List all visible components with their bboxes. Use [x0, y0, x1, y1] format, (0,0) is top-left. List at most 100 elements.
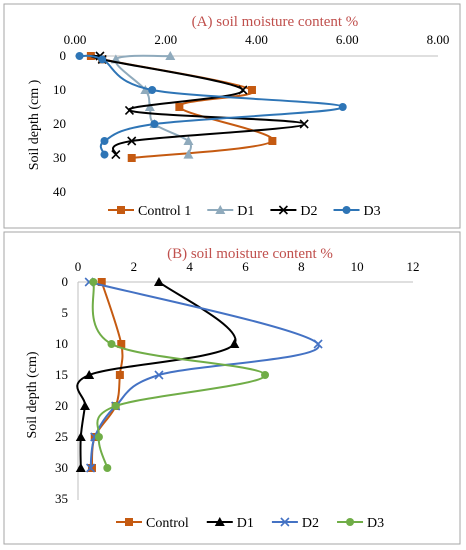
- b-legend-label: D2: [302, 516, 319, 531]
- panel-b-series: [75, 277, 323, 473]
- b-x-tick-label: 12: [407, 259, 420, 274]
- a-point-d2: [127, 136, 137, 146]
- a-point-d3: [150, 120, 159, 128]
- panel-b-title: (B) soil moisture content %: [167, 246, 333, 262]
- panel-a-y-axis-title: Soil depth (cm ): [27, 79, 42, 170]
- panel-b-y-ticks: 0 5 10 15 20 25 30 35: [55, 274, 68, 506]
- a-point-d3: [100, 137, 109, 145]
- b-point-d1: [79, 401, 90, 410]
- b-point-d3: [261, 371, 270, 379]
- panel-a-title: (A) soil moisture content %: [192, 14, 359, 30]
- b-legend-swatch-marker: [125, 518, 133, 526]
- a-x-tick-label: 4.00: [245, 32, 268, 47]
- a-point-d3: [98, 55, 107, 64]
- b-point-d1: [153, 277, 164, 286]
- a-point-control-1: [127, 154, 136, 162]
- b-y-tick-label: 0: [62, 274, 69, 289]
- b-x-tick-label: 0: [75, 259, 82, 274]
- a-point-d2: [111, 150, 121, 160]
- panel-a-y-ticks: 0 10 20 30 40: [53, 48, 66, 199]
- a-legend-label: Control 1: [138, 204, 191, 219]
- a-point-d3: [338, 103, 347, 111]
- a-point-d3: [75, 52, 84, 60]
- a-point-control-1: [247, 86, 256, 94]
- b-legend-label: D1: [237, 516, 254, 531]
- b-point-d3: [107, 340, 116, 348]
- b-y-tick-label: 30: [55, 460, 68, 475]
- b-x-tick-label: 6: [242, 259, 249, 274]
- b-x-tick-label: 10: [351, 259, 364, 274]
- a-y-tick-label: 20: [53, 116, 66, 131]
- b-point-control: [115, 371, 124, 379]
- b-point-d1: [84, 370, 95, 379]
- panel-a: (A) soil moisture content % 0.00 2.00 4.00…: [3, 3, 461, 229]
- a-point-d1: [165, 51, 176, 60]
- a-legend-swatch-marker: [117, 206, 125, 214]
- b-legend-swatch-marker: [280, 517, 290, 527]
- a-point-d3: [100, 150, 109, 159]
- a-y-tick-label: 40: [53, 184, 66, 199]
- a-point-d1: [144, 102, 155, 111]
- a-point-control-1: [175, 103, 184, 111]
- b-y-tick-label: 15: [55, 367, 68, 382]
- panel-a-x-ticks: 0.00 2.00 4.00 6.00 8.00: [64, 32, 450, 47]
- a-legend-item-control-1: Control 1: [108, 204, 191, 219]
- a-y-tick-label: 0: [60, 48, 67, 63]
- b-point-control: [97, 278, 106, 286]
- a-legend-label: D1: [237, 204, 254, 219]
- b-y-tick-label: 25: [55, 429, 68, 444]
- panel-a-frame: [3, 3, 461, 229]
- b-x-tick-label: 8: [298, 259, 305, 274]
- a-legend-label: D3: [364, 204, 381, 219]
- b-x-tick-label: 4: [186, 259, 193, 274]
- a-legend-swatch-marker: [278, 205, 288, 215]
- b-point-d2: [313, 339, 323, 349]
- b-x-tick-label: 2: [131, 259, 138, 274]
- a-legend-label: D2: [300, 204, 317, 219]
- b-legend-swatch-marker: [346, 518, 355, 526]
- a-x-tick-label: 0.00: [64, 32, 87, 47]
- b-point-d1: [75, 463, 86, 472]
- panel-a-legend: Control 1 D1 D2 D3: [108, 204, 381, 219]
- a-point-d2: [238, 85, 248, 95]
- a-legend-swatch-marker: [342, 206, 351, 214]
- b-point-d1: [229, 339, 240, 348]
- b-series-d1: [75, 277, 240, 472]
- a-point-d2: [299, 119, 309, 129]
- a-x-tick-label: 8.00: [427, 32, 450, 47]
- b-point-d3: [111, 402, 120, 410]
- b-point-control: [117, 340, 126, 348]
- b-point-d3: [103, 464, 112, 472]
- a-legend-item-d2: D2: [270, 204, 318, 219]
- a-series-d3: [75, 52, 347, 159]
- b-legend-label: D3: [367, 516, 384, 531]
- a-point-d3: [148, 86, 157, 94]
- b-point-d3: [89, 278, 98, 286]
- panel-a-series: [75, 51, 347, 162]
- a-point-d1: [140, 85, 151, 94]
- a-y-tick-label: 10: [53, 82, 66, 97]
- panel-b: (B) soil moisture content % 0 2 4 6 8 10 12 0 5…: [3, 231, 461, 545]
- a-point-control-1: [268, 137, 277, 145]
- b-point-d2: [154, 370, 164, 380]
- a-point-d2: [124, 105, 135, 115]
- panel-b-legend: Control D1 D2 D3: [116, 516, 384, 531]
- b-legend-label: Control: [146, 516, 189, 531]
- a-legend-item-d3: D3: [333, 204, 381, 219]
- a-point-d1: [183, 136, 194, 145]
- b-point-control: [87, 464, 96, 472]
- a-x-tick-label: 6.00: [336, 32, 359, 47]
- b-point-d2: [85, 463, 96, 473]
- b-legend-item-d2: D2: [271, 516, 319, 531]
- b-y-tick-label: 35: [55, 491, 68, 506]
- a-y-tick-label: 30: [53, 150, 66, 165]
- a-legend-item-d1: D1: [207, 204, 254, 219]
- b-y-tick-label: 20: [55, 398, 68, 413]
- b-legend-item-d3: D3: [337, 516, 384, 531]
- b-point-d1: [75, 432, 86, 441]
- a-legend-swatch-marker: [215, 205, 226, 214]
- panel-b-y-axis-title: Soil depth (cm): [25, 351, 40, 438]
- b-series-d3: [89, 278, 270, 472]
- panel-b-x-ticks: 0 2 4 6 8 10 12: [75, 259, 420, 274]
